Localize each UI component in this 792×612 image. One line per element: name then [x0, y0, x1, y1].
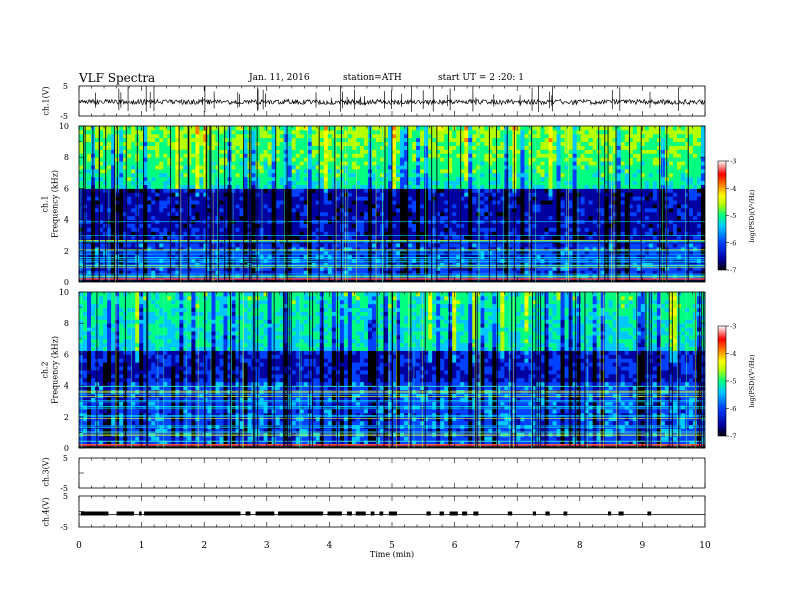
y-tick-label: 0: [64, 278, 69, 287]
y-tick-label: 4: [64, 216, 69, 225]
ch4-pulse-segment: [245, 511, 251, 516]
ch4-pulse-segment: [346, 511, 352, 516]
ch4-pulse-segment: [449, 511, 458, 516]
ch4-pulse-segment: [144, 511, 241, 516]
ch4-pulse-segment: [563, 511, 568, 516]
waveform-traces: [78, 85, 705, 516]
ch1-voltage-ylabel: ch.1(V): [41, 86, 51, 116]
x-tick-label: 8: [577, 541, 583, 551]
ch4-pulse-segment: [618, 511, 624, 516]
station-label: station=ATH: [343, 73, 402, 83]
ch4-pulse-segment: [379, 511, 384, 516]
ch2-colorbar-label: log(PSD)(V²/Hz): [748, 354, 756, 408]
x-tick-label: 3: [264, 541, 270, 551]
y-tick-label: 0: [64, 444, 69, 453]
ch4-pulse-segment: [607, 511, 612, 516]
ch2-spec-ylabel-channel: ch.2: [40, 361, 50, 379]
y-tick-label: 6: [64, 350, 69, 359]
ch4-pulse-segment: [355, 511, 366, 516]
ch1-spec-ylabel-frequency: Frequency (kHz): [50, 169, 60, 239]
ch2-spectrogram: [79, 292, 705, 448]
x-tick-label: 5: [389, 541, 395, 551]
colorbar-tick-label: -5: [730, 378, 736, 386]
y-tick-label: 8: [64, 153, 69, 162]
colorbar-tick-label: -3: [730, 158, 736, 166]
x-tick-label: 1: [139, 541, 145, 551]
ch4-pulse-segment: [139, 511, 142, 516]
ch4-pulse-segment: [507, 511, 513, 516]
ch4-pulse-segment: [370, 511, 375, 516]
ch2-spec-ylabel-frequency: Frequency (kHz): [50, 335, 60, 405]
colorbar-tick-label: -6: [730, 405, 736, 413]
ch4-pulse-segment: [278, 511, 324, 516]
ch4-pulse-segment: [388, 511, 398, 516]
x-tick-label: 0: [76, 541, 82, 551]
y-tick-label: 6: [64, 184, 69, 193]
ch4-pulse-segment: [255, 511, 275, 516]
ch4-pulse-segment: [473, 511, 479, 516]
y-tick-label: 8: [64, 319, 69, 328]
axes: [78, 85, 706, 528]
ch4-pulse-segment: [426, 511, 431, 516]
colorbar-1: [717, 160, 727, 271]
x-tick-label: 7: [514, 541, 520, 551]
y-tick-label: 4: [64, 382, 69, 391]
colorbar-tick-label: -6: [730, 239, 736, 247]
y-tick-label: -5: [60, 484, 68, 493]
x-tick-label: 4: [327, 541, 333, 551]
x-tick-label: 10: [699, 541, 711, 551]
ch3-voltage-ylabel: ch.3(V): [41, 457, 51, 487]
colorbar-tick-label: -7: [730, 433, 736, 441]
ch4-voltage-ylabel: ch.4(V): [41, 497, 51, 527]
y-tick-label: 10: [59, 122, 69, 131]
y-tick-label: -5: [60, 523, 68, 532]
y-tick-label: 5: [63, 492, 68, 501]
ch1-waveform-trace: [78, 98, 705, 106]
ch4-pulse-segment: [80, 511, 109, 516]
colorbar-tick-label: -5: [730, 212, 736, 220]
start-time-label: start UT = 2 :20: 1: [438, 73, 524, 83]
x-tick-label: 2: [201, 541, 207, 551]
colorbar-tick-label: -4: [730, 185, 736, 193]
colorbar-tick-label: -3: [730, 323, 736, 331]
y-tick-label: 2: [64, 413, 69, 422]
ch4-pulse-segment: [545, 511, 550, 516]
y-tick-label: 10: [59, 288, 69, 297]
figure-title: VLF Spectra: [79, 71, 156, 85]
y-tick-label: 2: [64, 247, 69, 256]
ch4-pulse-segment: [462, 511, 468, 516]
colorbar-tick-label: -4: [730, 350, 736, 358]
ch1-colorbar-label: log(PSD)(V²/Hz): [748, 189, 756, 243]
ch4-pulse-segment: [116, 511, 135, 516]
x-tick-label: 6: [452, 541, 458, 551]
colorbar-tick-label: -7: [730, 267, 736, 275]
ch1-spectrogram: [79, 126, 705, 282]
colorbar-2: [717, 325, 727, 437]
y-tick-label: 5: [63, 454, 68, 463]
ch4-pulse-segment: [532, 511, 536, 516]
x-tick-label: 9: [640, 541, 646, 551]
ch4-pulse-segment: [327, 511, 342, 516]
y-tick-label: 5: [63, 82, 68, 91]
x-axis-label: Time (min): [369, 550, 415, 559]
y-tick-label: -5: [60, 112, 68, 121]
ch4-pulse-segment: [439, 511, 444, 516]
ch4-pulse-segment: [647, 511, 652, 516]
date-label: Jan. 11, 2016: [249, 73, 310, 83]
colorbars: -3 -4 -5 -6 -7 -3 -4 -5 -6 -7: [717, 158, 736, 441]
ch1-spec-ylabel-channel: ch.1: [40, 195, 50, 213]
